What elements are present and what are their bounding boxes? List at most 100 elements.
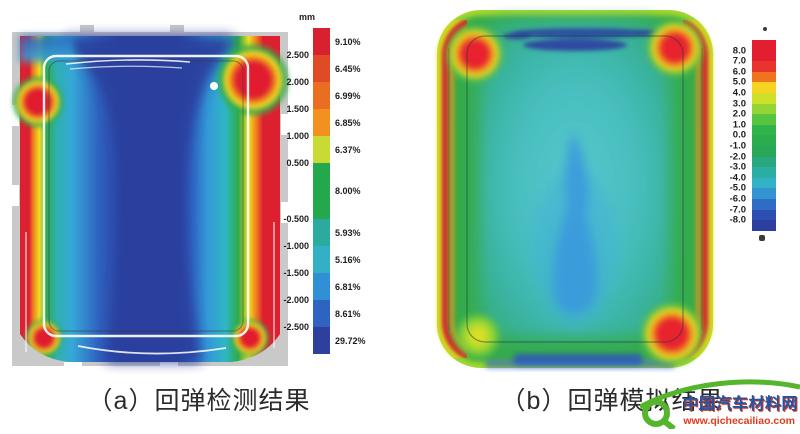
colorbar-b-band	[752, 220, 776, 231]
colorbar-b-bands	[752, 40, 776, 231]
watermark-logo-icon	[638, 379, 800, 432]
colorbar-a-pct-label: 5.16%	[335, 254, 361, 265]
colorbar-a-band	[313, 219, 330, 246]
corner-hotspot-top-left	[445, 24, 505, 84]
contour-field-a	[11, 36, 291, 362]
panel-b-contour-plot	[437, 10, 713, 368]
colorbar-b-tick-label: -8.0	[729, 214, 746, 226]
watermark-site-name: 中国汽车材料网	[682, 396, 798, 413]
colorbar-a-pcts: 9.10% 6.45% 6.99% 6.85% 6.37% 8.00% 5.93% 5.16%…	[333, 28, 379, 358]
corner-hotspot-top-right	[645, 18, 705, 78]
colorbar-a-band	[313, 136, 330, 163]
colorbar-b-tick-label: -3.0	[729, 161, 746, 173]
colorbar-b-band	[752, 167, 776, 178]
colorbar-a-band	[313, 300, 330, 327]
plate-tab	[80, 25, 94, 34]
colorbar-b-band	[752, 50, 776, 62]
colorbar-a-tick-label: -2.500	[283, 322, 309, 332]
colorbar-a-tick-label: 2.000	[286, 77, 309, 87]
watermark-site-url: www.qichecailiao.com	[683, 415, 795, 427]
colorbar-a-tick-label: -1.500	[283, 268, 309, 278]
colorbar-a-band	[313, 163, 330, 219]
reference-point-marker	[210, 82, 218, 90]
colorbar-b-tick-label: 5.0	[732, 76, 746, 88]
colorbar-a-pct-label: 9.10%	[335, 36, 361, 47]
bottom-navy-band	[485, 354, 675, 368]
blue-patch	[552, 132, 598, 315]
colorbar-b-band	[752, 114, 776, 125]
colorbar-b-bottom-marker	[759, 235, 765, 241]
part-outline-b	[466, 35, 684, 343]
colorbar-b-band	[752, 188, 776, 199]
corner-hotspot-bottom-right	[639, 301, 705, 367]
corner-hotspot-top-left	[11, 75, 65, 129]
plate-notch	[281, 202, 292, 223]
part-outline-a	[25, 54, 275, 355]
colorbar-b-band	[752, 209, 776, 221]
colorbar-a-tick-label: -1.000	[283, 241, 309, 251]
colorbar-b-tick-label: -6.0	[729, 193, 746, 205]
core-negative-zone	[68, 36, 233, 362]
colorbar-b-tick-label: -7.0	[729, 204, 746, 216]
colorbar-b-tick-label: 4.0	[732, 87, 746, 99]
colorbar-a-band	[313, 273, 330, 300]
caption-panel-a: （a）回弹检测结果	[87, 387, 311, 415]
colorbar-a-pct-label: 6.37%	[335, 144, 361, 155]
colorbar-a-unit-label: mm	[299, 12, 316, 22]
colorbar-b-band	[752, 198, 776, 210]
plate-tab	[170, 25, 184, 34]
plate-notch	[281, 114, 292, 135]
colorbar-a-pct-label: 6.81%	[335, 281, 361, 292]
corner-spot-bottom-left	[454, 312, 502, 360]
colorbar-b-tick-label: -2.0	[729, 151, 746, 163]
colorbar-a-bands	[313, 28, 330, 354]
colorbar-b-band	[752, 103, 776, 115]
colorbar-b-band	[752, 124, 776, 136]
colorbar-a-ticks: 2.500 2.000 1.500 1.000 0.500 -0.500 -1.000 -1.…	[273, 28, 311, 358]
colorbar-a-tick-label: -2.000	[283, 295, 309, 305]
colorbar-a-tick-label: 1.000	[286, 131, 309, 141]
colorbar-b-tick-label: 0.0	[732, 129, 746, 141]
colorbar-b-tick-label: -1.0	[729, 140, 746, 152]
colorbar-a-pct-label: 8.61%	[335, 308, 361, 319]
colorbar-a-band	[313, 327, 330, 354]
colorbar-a-tick-label: 2.500	[286, 50, 309, 60]
colorbar-a-pct-label: 6.45%	[335, 63, 361, 74]
colorbar-a-band	[313, 109, 330, 136]
colorbar-b-band	[752, 82, 776, 93]
colorbar-b-band	[752, 71, 776, 83]
plate-notch	[8, 105, 19, 126]
colorbar-b-top-marker	[763, 27, 767, 31]
colorbar-b-band	[752, 177, 776, 189]
colorbar-b-band	[752, 92, 776, 104]
colorbar-a-band	[313, 82, 330, 109]
colorbar-b-tick-label: 7.0	[732, 55, 746, 67]
colorbar-b-tick-label: -5.0	[729, 182, 746, 194]
colorbar-b-ticks: 8.0 7.0 6.0 5.0 4.0 3.0 2.0 1.0 0.0 -1.0 -2.0 -3.0-…	[712, 40, 748, 232]
colorbar-a-pct-label: 6.99%	[335, 90, 361, 101]
colorbar-a-tick-label: 1.500	[286, 104, 309, 114]
colorbar-b-band	[752, 40, 776, 51]
colorbar-b-band	[752, 61, 776, 72]
contour-field-b	[437, 10, 713, 368]
colorbar-a-pct-label: 8.00%	[335, 186, 361, 196]
panel-a-contour-plot	[8, 25, 292, 370]
colorbar-a-tick-label: 0.500	[286, 158, 309, 168]
colorbar-b-band	[752, 156, 776, 168]
colorbar-b-band	[752, 145, 776, 157]
colorbar-a-pct-label: 6.85%	[335, 117, 361, 128]
colorbar-a-band	[313, 55, 330, 82]
colorbar-b-tick-label: -4.0	[729, 172, 746, 184]
corner-hotspot-bottom-left	[24, 318, 64, 358]
colorbar-b-tick-label: 3.0	[732, 98, 746, 110]
colorbar-a-pct-label: 5.93%	[335, 227, 361, 238]
colorbar-b-band	[752, 135, 776, 146]
colorbar-a-tick-label: -0.500	[283, 214, 309, 224]
watermark: 中国汽车材料网 www.qichecailiao.com	[638, 371, 800, 432]
colorbar-b-tick-label: 8.0	[732, 45, 746, 57]
colorbar-a-band	[313, 246, 330, 273]
colorbar-b-tick-label: 2.0	[732, 108, 746, 120]
plate-notch	[8, 185, 19, 206]
colorbar-a-pct-label: 29.72%	[335, 335, 366, 346]
